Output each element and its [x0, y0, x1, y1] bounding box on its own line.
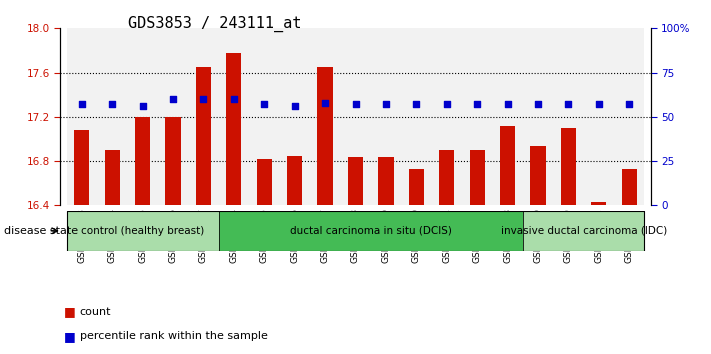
Point — [289, 103, 300, 109]
Point — [441, 102, 452, 107]
Bar — [188, 28, 218, 205]
Bar — [432, 28, 462, 205]
Bar — [523, 28, 553, 205]
Text: ■: ■ — [64, 305, 76, 318]
Bar — [105, 150, 119, 205]
Text: GDS3853 / 243111_at: GDS3853 / 243111_at — [128, 16, 301, 32]
Point — [380, 102, 392, 107]
Point — [411, 102, 422, 107]
Point — [167, 96, 178, 102]
Bar — [226, 53, 242, 205]
Bar — [310, 28, 341, 205]
Bar — [530, 145, 545, 205]
Point — [259, 102, 270, 107]
Bar — [401, 28, 432, 205]
Bar — [621, 169, 637, 205]
Text: percentile rank within the sample: percentile rank within the sample — [80, 331, 267, 341]
Bar — [462, 28, 493, 205]
Bar — [67, 28, 97, 205]
Point — [562, 102, 574, 107]
Bar — [318, 67, 333, 205]
Bar — [97, 28, 127, 205]
Bar — [370, 28, 401, 205]
Point — [319, 100, 331, 105]
Point — [593, 102, 604, 107]
Bar — [341, 28, 370, 205]
Bar — [166, 117, 181, 205]
Bar — [135, 117, 150, 205]
Bar — [158, 28, 188, 205]
Bar — [74, 130, 90, 205]
Bar — [279, 28, 310, 205]
Point — [137, 103, 149, 109]
Text: invasive ductal carcinoma (IDC): invasive ductal carcinoma (IDC) — [501, 226, 667, 236]
Bar — [218, 211, 523, 251]
Bar — [592, 202, 606, 205]
Bar — [218, 28, 249, 205]
Point — [350, 102, 361, 107]
Bar — [439, 150, 454, 205]
Bar — [409, 169, 424, 205]
Bar — [196, 67, 211, 205]
Bar — [287, 155, 302, 205]
Text: ductal carcinoma in situ (DCIS): ductal carcinoma in situ (DCIS) — [290, 226, 451, 236]
Bar — [469, 150, 485, 205]
Text: ■: ■ — [64, 330, 76, 343]
Text: control (healthy breast): control (healthy breast) — [81, 226, 204, 236]
Point — [533, 102, 544, 107]
Bar — [523, 211, 644, 251]
Bar — [584, 28, 614, 205]
Point — [198, 96, 209, 102]
Bar — [348, 156, 363, 205]
Point — [502, 102, 513, 107]
Bar — [561, 128, 576, 205]
Point — [624, 102, 635, 107]
Bar — [493, 28, 523, 205]
Bar — [378, 156, 393, 205]
Point — [228, 96, 240, 102]
Bar — [257, 159, 272, 205]
Bar — [614, 28, 644, 205]
Bar — [249, 28, 279, 205]
Bar — [553, 28, 584, 205]
Point — [76, 102, 87, 107]
Bar — [127, 28, 158, 205]
Text: disease state: disease state — [4, 226, 77, 236]
Point — [107, 102, 118, 107]
Point — [471, 102, 483, 107]
Bar — [67, 211, 218, 251]
Text: count: count — [80, 307, 111, 316]
Bar — [500, 126, 515, 205]
